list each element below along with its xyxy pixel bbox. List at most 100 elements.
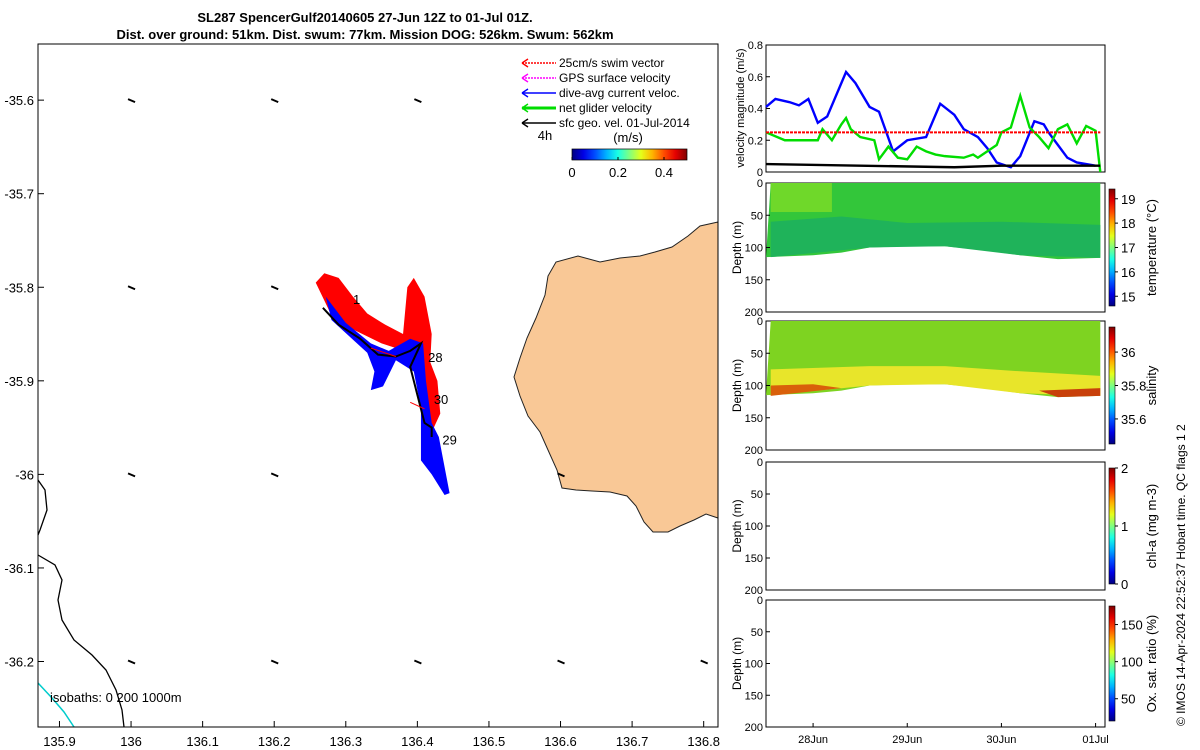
legend-label: 25cm/s swim vector	[559, 56, 664, 70]
x-tick-label: 136.6	[544, 734, 577, 749]
oxygen-ylabel: Depth (m)	[730, 637, 744, 690]
surface-velocity-arrow	[270, 285, 279, 291]
legend-label: sfc geo. vel. 01-Jul-2014	[559, 116, 690, 130]
y-tick-label: -35.8	[4, 280, 34, 295]
y-tick-label: -36	[15, 467, 34, 482]
x-tick-label: 136.1	[186, 734, 219, 749]
legend-arrowhead	[521, 73, 529, 83]
temperature-y-tick-label: 200	[745, 307, 763, 319]
isobath-line	[37, 554, 125, 728]
day-label: 28	[428, 350, 442, 365]
velocity-series-line	[765, 91, 1102, 173]
isobath-line	[37, 682, 75, 728]
velocity-y-tick-label: 0.8	[748, 40, 763, 52]
salinity-panel: 0 50 100 150 200 Depth (m) 35.6 35.8 36 salinity	[730, 316, 1159, 457]
velocity-axes-box	[765, 44, 1106, 173]
map-colorbar	[571, 148, 688, 161]
velocity-series-line	[765, 162, 1101, 169]
salinity-ylabel: Depth (m)	[730, 359, 744, 412]
day-label: 29	[442, 432, 456, 447]
oxygen-colorbar	[1108, 605, 1116, 722]
x-tick-label: 136.7	[616, 734, 649, 749]
surface-velocity-arrow	[413, 659, 422, 665]
velocity-y-tick-label: 0.4	[748, 104, 763, 116]
map-colorbar-tick-label: 0.2	[609, 165, 627, 180]
figure-title-line1: SL287 SpencerGulf20140605 27-Jun 12Z to …	[197, 10, 533, 25]
y-tick-label: -35.9	[4, 374, 34, 389]
swim-vector-arrow	[370, 347, 397, 357]
surface-velocity-arrow	[270, 472, 279, 478]
salinity-colorbar-tick-label: 35.8	[1121, 379, 1146, 394]
salinity-y-tick-label: 0	[757, 316, 763, 328]
surface-velocity-arrow	[557, 472, 565, 478]
temperature-y-tick-label: 50	[751, 210, 763, 222]
time-x-tick-label: 29Jun	[892, 734, 922, 746]
surface-velocity-arrow	[127, 659, 136, 665]
chl-a-axes-box	[765, 461, 1106, 591]
chl-a-colorbar	[1108, 467, 1116, 585]
glider-track	[322, 307, 433, 437]
legend-arrowhead	[521, 118, 529, 128]
oxygen-colorbar-tick-label: 100	[1121, 655, 1143, 670]
day-label: 30	[434, 392, 448, 407]
map-colorbar-tick-label: 0	[568, 165, 575, 180]
chl-a-colorbar-label: chl-a (mg m-3)	[1144, 484, 1159, 569]
legend-arrowhead	[521, 103, 529, 113]
surface-velocity-arrow	[127, 285, 136, 291]
x-tick-label: 136.5	[473, 734, 506, 749]
salinity-y-tick-label: 100	[745, 381, 763, 393]
surface-velocity-arrow	[413, 98, 422, 104]
temperature-panel: 0 50 100 150 200 Depth (m) 15 16 17 18 19 temperatu…	[730, 178, 1159, 319]
salinity-colorbar-tick-label: 35.6	[1121, 412, 1146, 427]
isobaths-label: isobaths: 0 200 1000m	[50, 690, 182, 705]
chl-a-y-tick-label: 150	[745, 553, 763, 565]
time-x-tick-label: 30Jun	[986, 734, 1016, 746]
map-axes-box	[37, 43, 719, 728]
oxygen-colorbar-tick-label: 50	[1121, 692, 1135, 707]
day-label: 1	[353, 292, 360, 307]
velocity-ylabel: velocity magnitude (m/s)	[735, 48, 747, 167]
chl-a-ylabel: Depth (m)	[730, 499, 744, 552]
surface-velocity-arrow	[270, 659, 279, 665]
salinity-field-max	[1039, 388, 1101, 398]
salinity-y-tick-label: 200	[745, 445, 763, 457]
temperature-field-warm	[770, 183, 832, 213]
x-tick-label: 136	[120, 734, 142, 749]
x-tick-label: 135.9	[43, 734, 76, 749]
surface-velocity-arrow	[127, 472, 136, 478]
velocity-y-tick-label: 0.2	[748, 135, 763, 147]
credit-text: © IMOS 14-Apr-2024 22:52:37 Hobart time.…	[1174, 424, 1188, 726]
oxygen-y-tick-label: 200	[745, 722, 763, 734]
temperature-y-tick-label: 0	[757, 178, 763, 190]
surface-velocity-arrow	[700, 659, 709, 665]
chl-a-y-tick-label: 200	[745, 585, 763, 597]
salinity-colorbar	[1108, 326, 1116, 445]
oxygen-colorbar-label: Ox. sat. ratio (%)	[1144, 615, 1159, 713]
swim-vector-cluster	[315, 273, 441, 433]
swim-vector-arrow	[410, 401, 425, 410]
time-marker-label: 4h	[538, 128, 552, 143]
temperature-ylabel: Depth (m)	[730, 221, 744, 274]
chl-a-y-tick-label: 0	[757, 457, 763, 469]
velocity-y-tick-label: 0	[757, 167, 763, 179]
salinity-field-high	[770, 366, 1101, 396]
chl-a-y-tick-label: 100	[745, 521, 763, 533]
temperature-colorbar-tick-label: 17	[1121, 241, 1135, 256]
chl-a-colorbar-tick-label: 2	[1121, 461, 1128, 476]
time-x-tick-label: 01Jul	[1082, 734, 1108, 746]
oxygen-y-tick-label: 100	[745, 659, 763, 671]
figure-title-line2: Dist. over ground: 51km. Dist. swum: 77k…	[116, 27, 614, 42]
velocity-y-tick-label: 0.6	[748, 72, 763, 84]
temperature-colorbar	[1108, 188, 1116, 307]
salinity-y-tick-label: 50	[751, 348, 763, 360]
surface-velocity-arrow	[127, 98, 136, 104]
temperature-colorbar-tick-label: 19	[1121, 192, 1135, 207]
salinity-colorbar-tick-label: 36	[1121, 345, 1135, 360]
x-tick-label: 136.2	[258, 734, 291, 749]
land-polygon	[513, 221, 719, 533]
y-tick-label: -36.1	[4, 561, 34, 576]
